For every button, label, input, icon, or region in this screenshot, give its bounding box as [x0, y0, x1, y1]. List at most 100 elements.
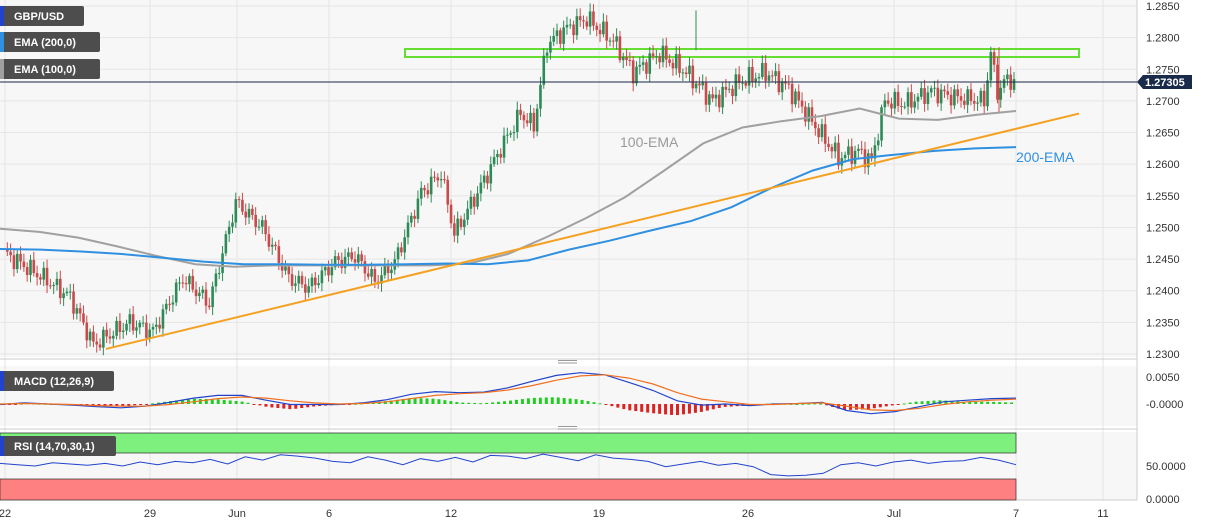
candle-body	[883, 100, 887, 108]
macd-histogram-bar	[872, 404, 876, 409]
time-tick-label: 26	[742, 508, 754, 520]
candle-body	[1012, 79, 1016, 90]
macd-histogram-bar	[228, 400, 232, 404]
grid	[0, 0, 1137, 500]
candle-body	[181, 282, 185, 284]
macd-histogram-bar	[300, 404, 304, 409]
candle-body	[585, 21, 589, 27]
candle-body	[770, 75, 774, 77]
candle-body	[522, 114, 526, 121]
ema200-tag[interactable]: EMA (200,0)	[0, 32, 100, 52]
macd-histogram-bar	[723, 404, 727, 407]
ema100-tag[interactable]: EMA (100,0)	[0, 59, 100, 79]
candle-body	[320, 270, 324, 284]
macd-histogram-bar	[860, 404, 864, 410]
macd-histogram-bar	[145, 404, 149, 405]
time-tick-label: 7	[1013, 508, 1019, 520]
symbol-tag[interactable]: GBP/USD	[0, 6, 84, 26]
candle-body	[194, 289, 198, 297]
macd-histogram	[2, 397, 1014, 416]
candle-body	[32, 259, 36, 274]
macd-histogram-bar	[139, 404, 143, 405]
macd-histogram-bar	[449, 401, 453, 404]
candle-body	[552, 35, 556, 42]
rsi-tag[interactable]: RSI (14,70,30,1)	[0, 436, 116, 456]
macd-histogram-bar	[210, 399, 214, 404]
macd-histogram-bar	[544, 397, 548, 404]
macd-histogram-bar	[1010, 402, 1014, 404]
macd-histogram-bar	[699, 404, 703, 412]
candle-body	[1002, 79, 1006, 88]
macd-tag[interactable]: MACD (12,26,9)	[0, 371, 114, 391]
candle-body	[515, 109, 519, 132]
candle-body	[913, 101, 916, 108]
candle-body	[684, 72, 688, 75]
candle-body	[171, 302, 175, 305]
price-tick-label: 1.2500	[1146, 222, 1180, 234]
price-tick-label: 1.2850	[1146, 1, 1180, 13]
candle-body	[254, 214, 257, 227]
candle-body	[184, 283, 188, 285]
candle-body	[217, 272, 221, 274]
candle-body	[214, 273, 218, 287]
macd-histogram-bar	[13, 404, 17, 405]
macd-resize-handle[interactable]	[558, 360, 577, 364]
candle-body	[486, 175, 489, 184]
candle-body	[893, 91, 897, 109]
macd-histogram-bar	[240, 401, 244, 404]
candle-body	[562, 27, 565, 44]
candle-body	[168, 303, 171, 305]
current-price-label: 1.27305	[1145, 77, 1185, 89]
macd-histogram-bar	[514, 399, 518, 404]
candle-body	[926, 92, 930, 104]
candle-body	[164, 303, 168, 310]
candle-body	[992, 52, 996, 65]
macd-histogram-bar	[294, 404, 298, 409]
macd-histogram-bar	[282, 404, 286, 409]
candle-body	[403, 237, 406, 253]
candle-body	[462, 219, 466, 227]
candle-body	[691, 65, 695, 89]
candle-body	[241, 199, 244, 212]
candle-body	[549, 41, 552, 53]
candle-body	[664, 45, 668, 60]
candle-body	[817, 128, 820, 138]
rsi-resize-handle[interactable]	[558, 426, 577, 430]
candle-body	[55, 278, 59, 286]
candle-body	[648, 53, 652, 74]
candle-body	[323, 267, 327, 271]
macd-histogram-bar	[133, 404, 137, 406]
macd-histogram-bar	[485, 402, 489, 404]
candle-body	[506, 134, 509, 136]
macd-histogram-bar	[157, 402, 161, 404]
candle-body	[820, 124, 824, 138]
candle-body	[678, 54, 681, 73]
candle-body	[280, 262, 284, 271]
candle-body	[767, 75, 771, 81]
candle-body	[426, 190, 430, 195]
candle-body	[602, 21, 605, 35]
price-tick-label: 1.2750	[1146, 64, 1180, 76]
candle-body	[115, 320, 118, 336]
candle-body	[896, 91, 900, 106]
candle-body	[52, 285, 55, 287]
candle-body	[843, 154, 847, 159]
macd-histogram-bar	[109, 404, 113, 406]
time-tick-label: Jun	[228, 508, 246, 520]
candle-body	[502, 135, 506, 158]
candle-body	[933, 87, 936, 89]
macd-histogram-bar	[503, 401, 507, 404]
candle-body	[287, 266, 291, 275]
macd-histogram-bar	[568, 398, 572, 404]
rsi-overbought-zone	[0, 432, 1017, 454]
macd-histogram-bar	[538, 397, 542, 404]
macd-histogram-bar	[252, 404, 256, 405]
macd-histogram-bar	[944, 400, 948, 404]
candle-body	[717, 94, 721, 108]
macd-histogram-bar	[843, 404, 847, 411]
macd-histogram-bar	[664, 404, 668, 415]
candle-body	[208, 305, 211, 308]
candle-body	[724, 86, 728, 90]
candle-body	[989, 52, 993, 81]
